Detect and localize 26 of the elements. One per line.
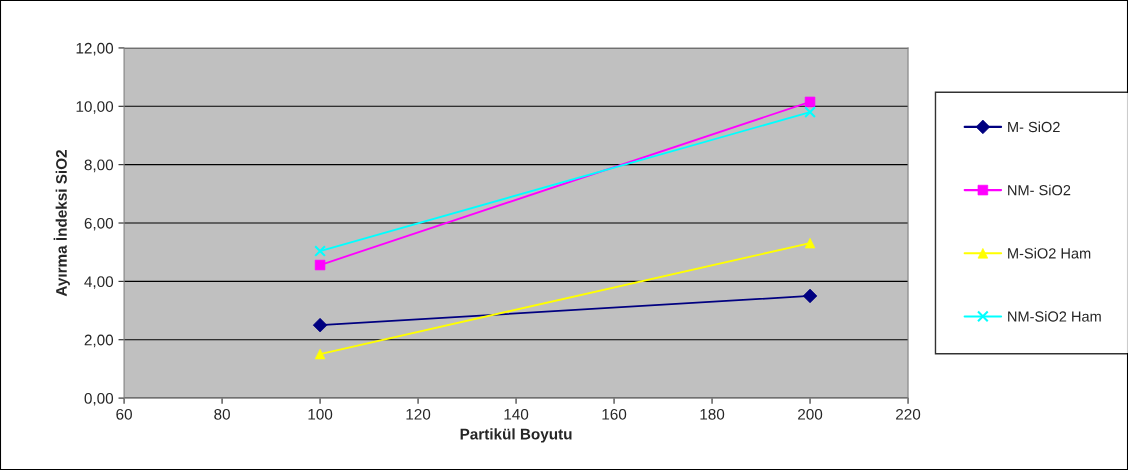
legend-label: M- SiO2 [1008, 121, 1060, 133]
point [314, 245, 326, 257]
x-tick-label: 180 [700, 408, 725, 420]
x-tick-label: 120 [406, 408, 431, 420]
y-tick-label: 0,00 [84, 392, 114, 406]
legend-label: NM-SiO2 Ham [1008, 310, 1101, 322]
y-tick-label: 2,00 [84, 334, 114, 348]
x-axis-title: Partikül Boyutu [460, 428, 572, 443]
point [314, 259, 326, 271]
x-tick-label: 60 [116, 408, 132, 420]
x-tick-label: 160 [602, 408, 627, 420]
y-tick-label: 12,00 [76, 42, 114, 56]
x-tick-label: 100 [308, 408, 333, 420]
point [804, 96, 816, 108]
y-tick-label: 6,00 [84, 217, 114, 231]
y-axis-title: Ayırma İndeksi SiO2 [53, 150, 70, 297]
point [804, 106, 816, 119]
x-tick-label: 140 [504, 408, 529, 420]
y-tick-label: 10,00 [76, 101, 114, 114]
legend-label: M-SiO2 Ham [1008, 247, 1091, 259]
x-tick-label: 200 [798, 408, 823, 420]
x-tick-label: 220 [896, 408, 921, 420]
y-tick-label: 4,00 [84, 276, 114, 289]
x-tick-label: 80 [214, 408, 230, 420]
legend-label: NM- SiO2 [1008, 184, 1071, 196]
y-tick-label: 8,00 [84, 159, 114, 173]
